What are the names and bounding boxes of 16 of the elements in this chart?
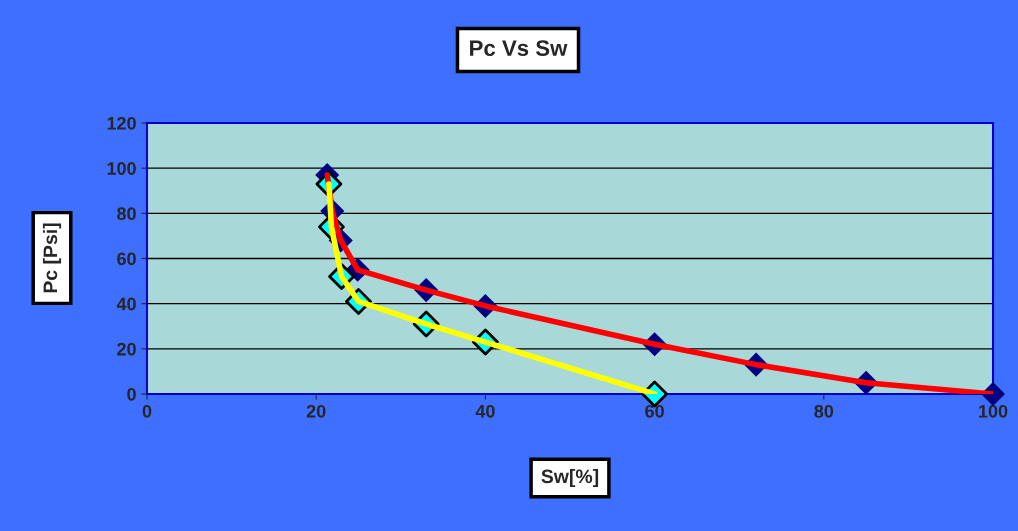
x-tick-label: 80 [814, 404, 834, 418]
x-tick-label: 40 [475, 404, 495, 418]
y-tick-label: 60 [117, 252, 136, 266]
chart-title: Pc Vs Sw [470, 40, 568, 56]
y-tick-label: 20 [117, 342, 136, 356]
x-tick-label: 0 [142, 404, 152, 418]
y-tick-label: 40 [116, 297, 136, 311]
y-tick-label: 100 [107, 162, 136, 175]
x-tick-label: 100 [979, 404, 1008, 418]
y-axis-title: Pc [Psi] [42, 223, 62, 293]
y-tick-label: 80 [117, 207, 136, 221]
x-tick-label: 20 [306, 404, 326, 418]
x-axis-title: Sw[%] [541, 468, 599, 488]
y-tick-label: 0 [127, 387, 136, 401]
x-tick-label: 60 [645, 404, 664, 418]
y-tick-label: 120 [107, 116, 136, 130]
